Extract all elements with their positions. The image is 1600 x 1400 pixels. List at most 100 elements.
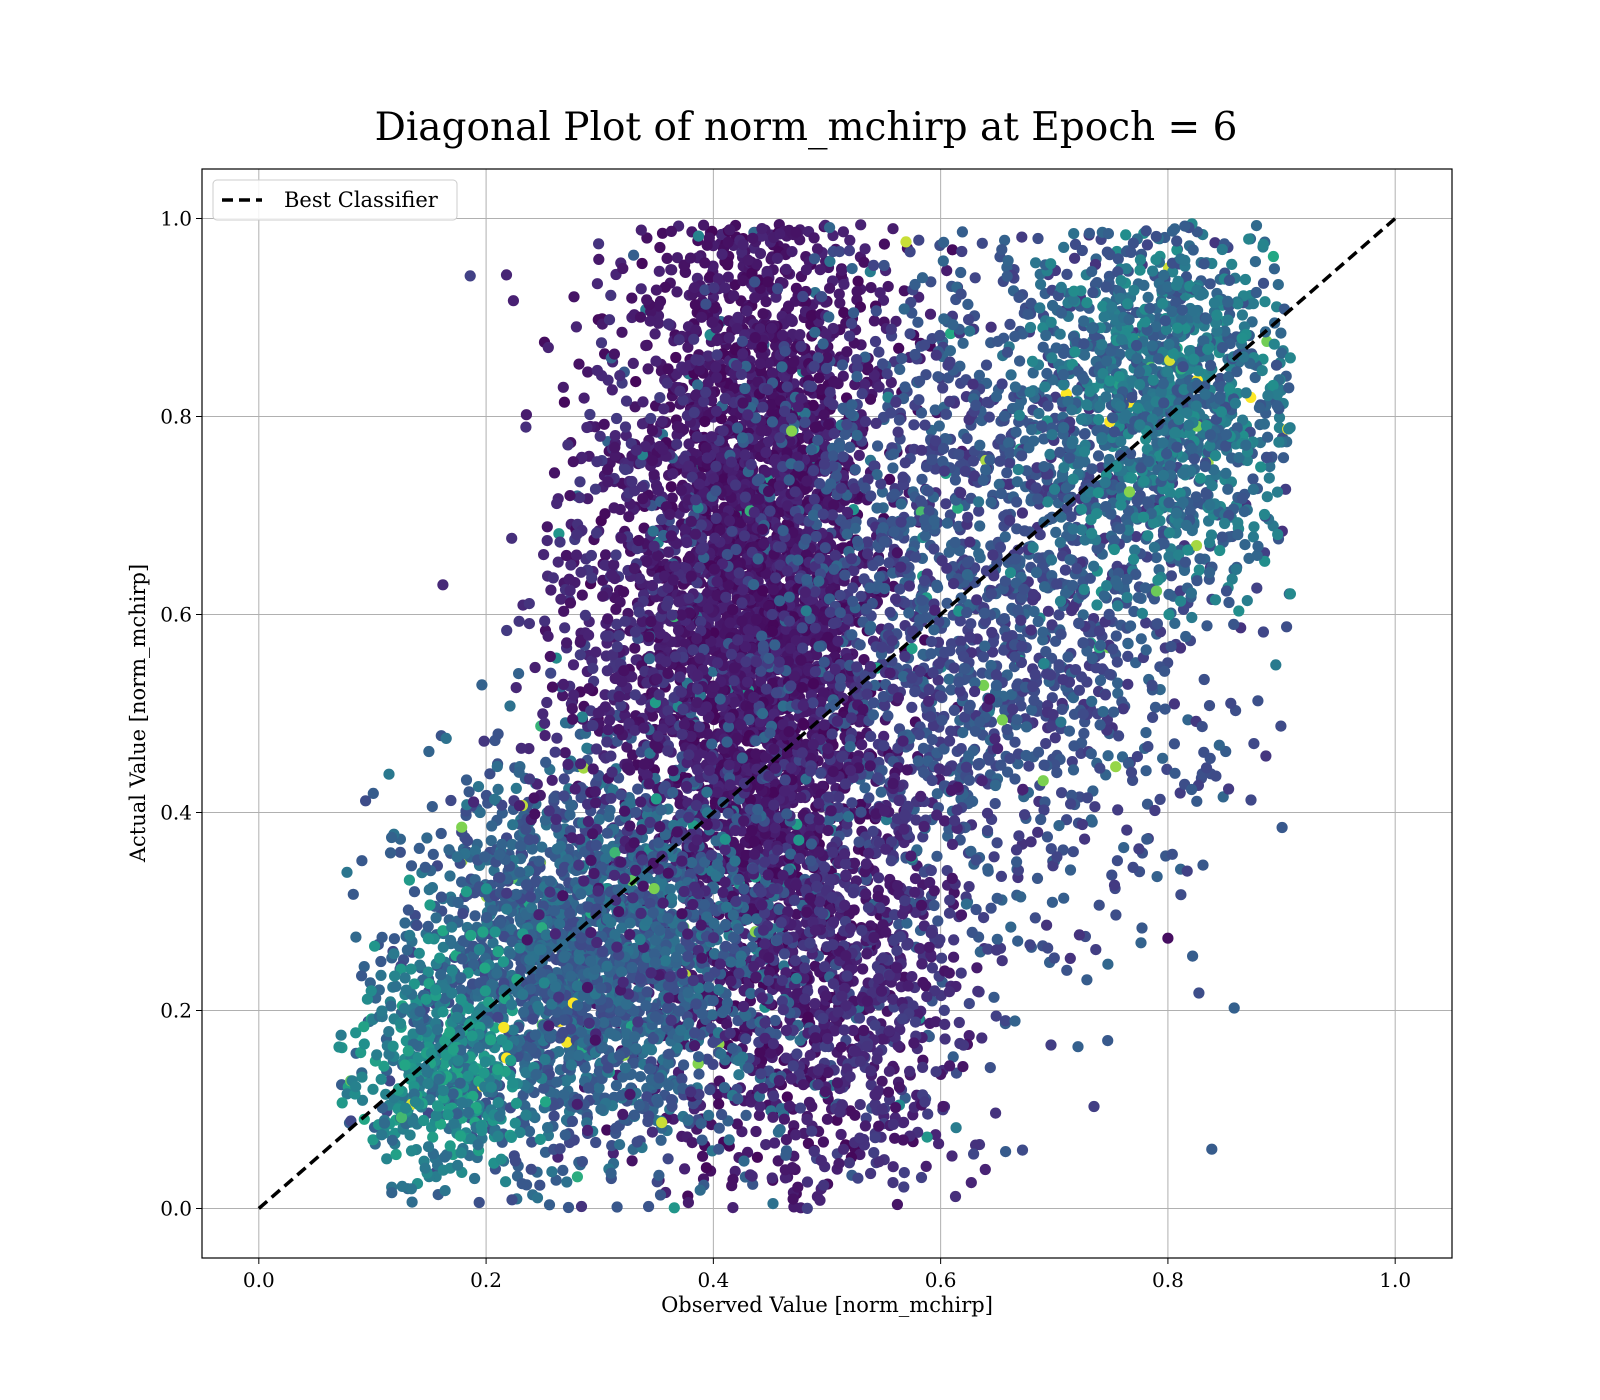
scatter-point [804, 1049, 816, 1061]
scatter-point [786, 246, 798, 258]
scatter-point [755, 424, 767, 437]
scatter-point [887, 462, 899, 474]
scatter-point [774, 228, 786, 240]
scatter-point [764, 727, 776, 739]
scatter-point [789, 486, 801, 498]
scatter-point [738, 530, 751, 542]
scatter-point [771, 252, 784, 264]
scatter-point [779, 1172, 792, 1184]
scatter-point [1012, 935, 1024, 947]
scatter-point [887, 223, 899, 235]
scatter-point [1102, 1035, 1114, 1047]
scatter-point [754, 1100, 766, 1112]
scatter-point [770, 572, 782, 584]
scatter-point [753, 493, 765, 505]
scatter-point [852, 275, 864, 287]
scatter-point [817, 1136, 830, 1148]
scatter-point [823, 311, 835, 323]
scatter-point [985, 902, 997, 914]
scatter-point [845, 318, 858, 330]
scatter-point [906, 701, 918, 714]
scatter-point [810, 530, 822, 543]
scatter-point [1016, 231, 1028, 243]
scatter-point [895, 498, 907, 510]
scatter-point [991, 933, 1003, 945]
scatter-point [802, 1011, 814, 1023]
scatter-point [1050, 526, 1062, 539]
scatter-point [946, 244, 959, 256]
scatter-point [754, 248, 767, 260]
scatter-point [713, 636, 725, 648]
scatter-point [736, 615, 748, 627]
scatter-point [1149, 701, 1162, 713]
scatter-point [956, 245, 968, 258]
scatter-point [940, 498, 952, 510]
scatter-point [814, 1194, 826, 1206]
scatter-point [656, 415, 668, 427]
scatter-point [916, 473, 928, 485]
scatter-point [726, 525, 738, 537]
scatter-point [1102, 750, 1114, 762]
scatter-point [1206, 1143, 1218, 1155]
scatter-point [673, 421, 686, 434]
scatter-point [749, 276, 761, 288]
scatter-point [963, 881, 975, 893]
scatter-point [1093, 899, 1105, 911]
scatter-point [1175, 889, 1187, 901]
scatter-point [774, 432, 786, 444]
scatter-point [621, 741, 633, 753]
scatter-point [835, 1128, 847, 1141]
scatter-point [772, 283, 784, 295]
scatter-point [739, 382, 751, 395]
scatter-point [819, 542, 831, 554]
scatter-point [557, 690, 569, 702]
scatter-point [989, 798, 1001, 810]
scatter-point [1029, 668, 1041, 681]
scatter-point [1260, 750, 1272, 762]
scatter-point [750, 748, 762, 760]
scatter-point [769, 639, 781, 651]
scatter-point [724, 617, 736, 629]
scatter-point [769, 822, 781, 834]
scatter-point [836, 264, 848, 276]
scatter-point [727, 604, 739, 616]
scatter-point [1025, 836, 1037, 848]
scatter-point [811, 243, 824, 255]
scatter-point [1063, 725, 1075, 737]
scatter-point [653, 265, 665, 277]
scatter-point [838, 278, 850, 290]
scatter-point [817, 687, 830, 699]
scatter-point [661, 252, 673, 264]
scatter-point [856, 739, 868, 751]
scatter-point [1094, 674, 1107, 687]
scatter-point [665, 481, 677, 493]
scatter-point [1136, 922, 1148, 934]
scatter-point [732, 311, 744, 323]
scatter-point [766, 625, 779, 638]
scatter-point [1228, 1002, 1240, 1014]
scatter-point [809, 666, 822, 678]
scatter-point [851, 354, 863, 366]
chart-title: Diagonal Plot of norm_mchirp at Epoch = … [375, 105, 1238, 150]
scatter-point [724, 224, 736, 236]
scatter-point [707, 316, 719, 328]
scatter-point [1032, 232, 1044, 245]
scatter-point [683, 438, 695, 450]
scatter-point [767, 584, 780, 596]
scatter-point [629, 642, 641, 654]
scatter-point [764, 505, 776, 517]
scatter-point [754, 323, 766, 335]
scatter-point [1032, 615, 1044, 628]
scatter-point [796, 682, 808, 694]
scatter-point [704, 271, 716, 283]
scatter-point [966, 926, 978, 939]
scatter-point [666, 264, 678, 276]
scatter-point [567, 659, 580, 671]
scatter-point [1056, 787, 1068, 799]
scatter-point [814, 264, 826, 276]
scatter-point [640, 340, 652, 352]
scatter-point [731, 732, 743, 745]
scatter-point [692, 230, 705, 242]
scatter-point [900, 236, 912, 248]
scatter-point [873, 346, 885, 358]
